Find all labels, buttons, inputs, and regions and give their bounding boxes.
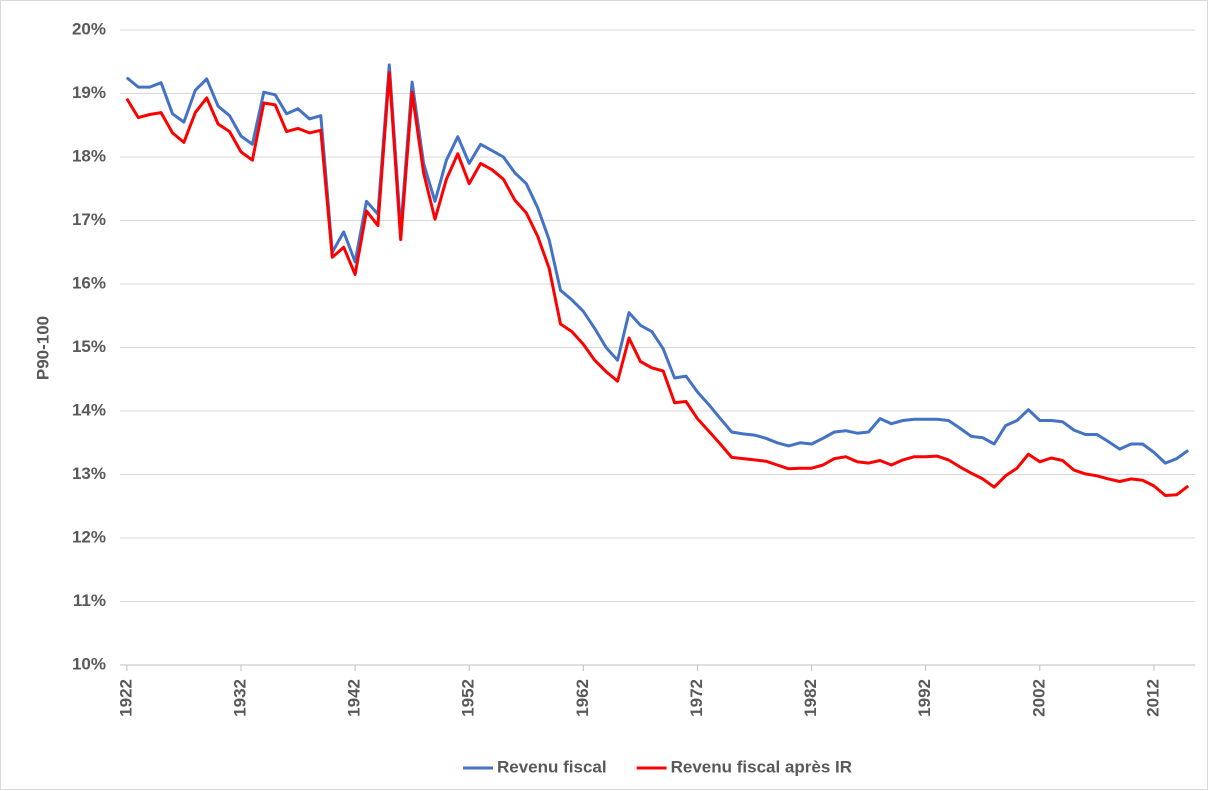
y-tick-label: 11% <box>73 591 106 610</box>
x-tick-label: 2012 <box>1143 679 1162 717</box>
y-tick-label: 14% <box>72 400 106 419</box>
legend-label: Revenu fiscal après IR <box>671 757 852 776</box>
x-tick-label: 1942 <box>345 679 364 717</box>
y-tick-label: 12% <box>72 527 106 546</box>
y-tick-label: 19% <box>72 83 106 102</box>
x-tick-label: 2002 <box>1029 679 1048 717</box>
x-tick-label: 1962 <box>573 679 592 717</box>
legend-label: Revenu fiscal <box>497 757 607 776</box>
x-tick-label: 1972 <box>687 679 706 717</box>
y-tick-label: 16% <box>72 273 106 292</box>
y-tick-label: 18% <box>72 146 106 165</box>
x-tick-label: 1922 <box>116 679 135 717</box>
line-series <box>125 63 1190 465</box>
y-tick-label: 10% <box>72 654 106 673</box>
x-tick-label: 1982 <box>801 679 820 717</box>
y-tick-label: 13% <box>72 464 106 483</box>
line-series <box>125 71 1190 497</box>
x-tick-label: 1932 <box>230 679 249 717</box>
x-tick-label: 1952 <box>459 679 478 717</box>
x-tick-label: 1992 <box>915 679 934 717</box>
y-axis-title: P90-100 <box>33 316 52 380</box>
y-tick-label: 20% <box>72 19 106 38</box>
y-tick-label: 15% <box>72 337 106 356</box>
y-tick-label: 17% <box>72 210 106 229</box>
